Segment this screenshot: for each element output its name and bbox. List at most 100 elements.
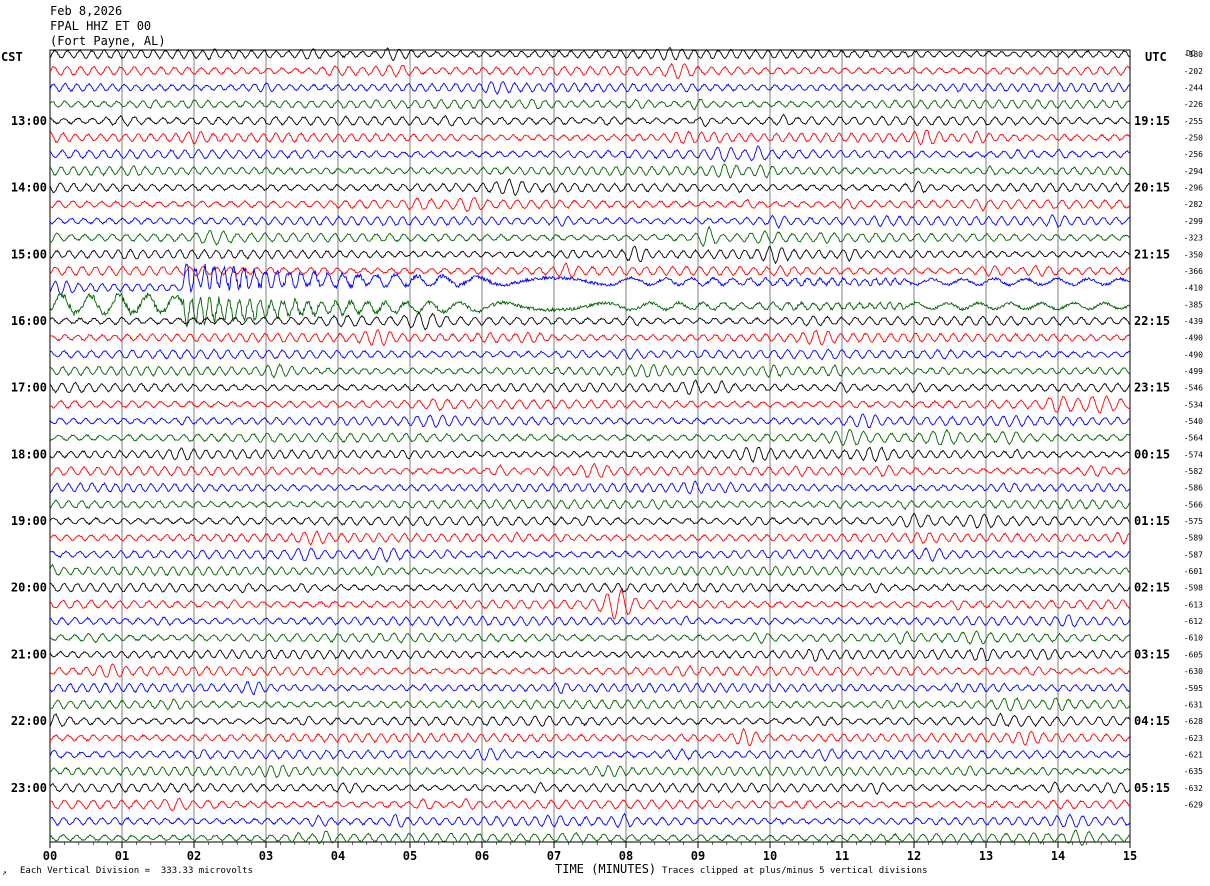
x-tick-label: 08 (619, 849, 633, 863)
dc-offset-label: -574 (1184, 450, 1203, 459)
x-tick-label: 07 (547, 849, 561, 863)
dc-offset-label: -323 (1184, 234, 1203, 243)
trace-line (49, 663, 1131, 678)
right-hour-label: 03:15 (1134, 647, 1170, 661)
trace-line (49, 379, 1131, 395)
dc-offset-label: -629 (1184, 800, 1203, 809)
right-hour-label: 22:15 (1134, 314, 1170, 328)
left-hour-label: 21:00 (11, 647, 47, 661)
trace-line (49, 62, 1131, 79)
trace-line (49, 647, 1131, 662)
trace-line (49, 446, 1131, 464)
x-tick-label: 14 (1051, 849, 1065, 863)
header-date: Feb 8,2026 (50, 4, 123, 18)
dc-label: DC (1186, 49, 1196, 58)
plot-frame (49, 49, 1131, 843)
clip-note: Traces clipped at plus/minus 5 vertical … (662, 866, 928, 876)
dc-offset-label: -255 (1184, 117, 1203, 126)
x-axis-title: TIME (MINUTES) (555, 862, 657, 876)
right-hour-label: 21:15 (1134, 247, 1170, 261)
x-tick-label: 09 (691, 849, 705, 863)
dc-offset-label: -350 (1184, 250, 1203, 259)
dc-offset-label: -226 (1184, 100, 1203, 109)
dc-offset-label: -601 (1184, 567, 1203, 576)
trace-line (49, 563, 1131, 577)
left-hour-label: 18:00 (11, 447, 47, 461)
dc-offset-label: -299 (1184, 217, 1203, 226)
dc-offset-label: -635 (1184, 767, 1203, 776)
header-station: FPAL HHZ ET 00 (50, 19, 152, 33)
left-timezone-label: CST (1, 50, 23, 64)
dc-offset-label: -202 (1184, 67, 1203, 76)
x-tick-label: 03 (259, 849, 273, 863)
x-tick-label: 05 (403, 849, 417, 863)
trace-line (49, 363, 1131, 379)
x-tick-label: 15 (1123, 849, 1137, 863)
trace-line (49, 348, 1131, 361)
x-tick-label: 01 (115, 849, 129, 863)
dc-offset-label: -366 (1184, 267, 1203, 276)
trace-line (49, 245, 1131, 265)
dc-offset-label: -534 (1184, 400, 1203, 409)
trace-line (49, 582, 1131, 594)
trace-line (49, 588, 1131, 620)
x-tick-label: 13 (979, 849, 993, 863)
dc-offset-label: -180 (1184, 50, 1203, 59)
trace-line (49, 498, 1131, 511)
dc-offset-label: -540 (1184, 417, 1203, 426)
dc-offset-label: -250 (1184, 134, 1203, 143)
dc-offset-label: -282 (1184, 200, 1203, 209)
right-hour-label: 00:15 (1134, 447, 1170, 461)
right-hour-label: 20:15 (1134, 181, 1170, 195)
dc-offset-label: -575 (1184, 517, 1203, 526)
trace-line (49, 530, 1131, 546)
dc-offset-label: -605 (1184, 650, 1203, 659)
left-hour-label: 22:00 (11, 714, 47, 728)
trace-line (49, 712, 1131, 728)
x-tick-label: 11 (835, 849, 849, 863)
trace-line (49, 197, 1131, 213)
dc-offset-label: -385 (1184, 300, 1203, 309)
x-tick-label: 06 (475, 849, 489, 863)
corner-mark: ↗ (2, 868, 7, 877)
dc-offset-label: -598 (1184, 584, 1203, 593)
left-hour-label: 14:00 (11, 181, 47, 195)
dc-offset-label: -490 (1184, 334, 1203, 343)
left-hour-label: 19:00 (11, 514, 47, 528)
right-hour-label: 23:15 (1134, 381, 1170, 395)
x-tick-label: 00 (43, 849, 57, 863)
dc-offset-label: -410 (1184, 284, 1203, 293)
trace-line (49, 129, 1131, 146)
trace-line (49, 163, 1131, 179)
left-hour-label: 15:00 (11, 247, 47, 261)
trace-line (49, 764, 1131, 779)
right-hour-label: 02:15 (1134, 581, 1170, 595)
left-hour-label: 13:00 (11, 114, 47, 128)
dc-offset-label: -587 (1184, 550, 1203, 559)
x-tick-label: 12 (907, 849, 921, 863)
trace-line (49, 630, 1131, 645)
trace-line (49, 546, 1131, 563)
trace-line (49, 263, 1131, 295)
left-hour-label: 17:00 (11, 381, 47, 395)
x-tick-label: 04 (331, 849, 345, 863)
trace-line (49, 214, 1131, 229)
x-tick-label: 10 (763, 849, 777, 863)
dc-offset-label: -586 (1184, 484, 1203, 493)
dc-offset-label: -630 (1184, 667, 1203, 676)
dc-offset-label: -631 (1184, 700, 1203, 709)
trace-line (49, 812, 1131, 829)
trace-line (49, 81, 1131, 96)
right-hour-label: 04:15 (1134, 714, 1170, 728)
dc-offset-label: -621 (1184, 750, 1203, 759)
left-hour-label: 16:00 (11, 314, 47, 328)
dc-offset-label: -294 (1184, 167, 1203, 176)
trace-line (49, 262, 1131, 279)
trace-line (49, 395, 1131, 414)
dc-offset-label: -296 (1184, 184, 1203, 193)
trace-line (49, 428, 1131, 447)
dc-offset-label: -612 (1184, 617, 1203, 626)
dc-offset-label: -582 (1184, 467, 1203, 476)
trace-line (49, 680, 1130, 696)
